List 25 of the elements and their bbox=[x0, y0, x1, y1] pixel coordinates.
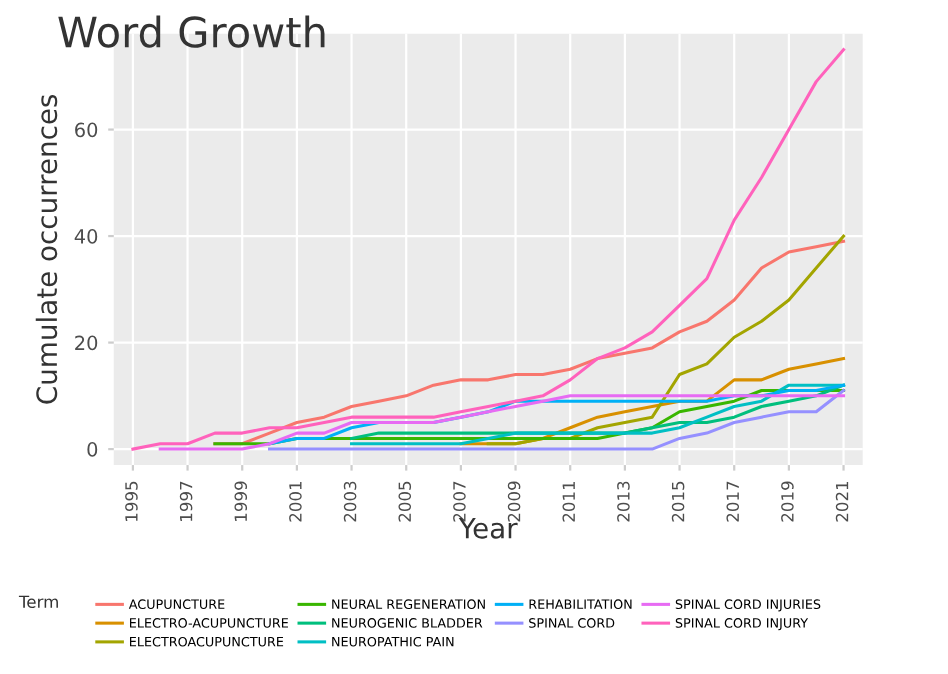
x-tick-label: 2011 bbox=[562, 481, 576, 522]
x-tick-label: 2009 bbox=[507, 481, 521, 522]
y-tick-label: 60 bbox=[75, 122, 98, 138]
x-tick-label: 2005 bbox=[398, 481, 412, 522]
x-tick-label: 1995 bbox=[125, 481, 138, 521]
x-tick-label: 1997 bbox=[179, 481, 193, 521]
y-axis-title: Cumulate occurrences bbox=[35, 94, 58, 404]
x-tick-label: 2015 bbox=[671, 481, 685, 522]
y-tick-label: 0 bbox=[87, 442, 98, 457]
x-tick-label: 2007 bbox=[453, 481, 466, 522]
line-series bbox=[486, 234, 846, 446]
x-tick-label: 2019 bbox=[781, 481, 794, 522]
line-series bbox=[131, 48, 846, 451]
x-tick-label: 2013 bbox=[617, 481, 630, 522]
x-tick-label: 2003 bbox=[343, 481, 357, 522]
x-tick-label: 2021 bbox=[835, 481, 849, 522]
x-tick-label: 2001 bbox=[289, 481, 302, 522]
x-tick-label: 1999 bbox=[234, 481, 248, 521]
chart-title: Word Growth bbox=[58, 15, 325, 48]
legend-title: Term bbox=[18, 595, 58, 609]
x-axis-title: Year bbox=[458, 518, 518, 539]
y-tick-label: 40 bbox=[74, 229, 98, 244]
x-tick-label: 2017 bbox=[726, 481, 740, 522]
line-series bbox=[158, 394, 846, 451]
y-tick-label: 20 bbox=[75, 335, 98, 351]
